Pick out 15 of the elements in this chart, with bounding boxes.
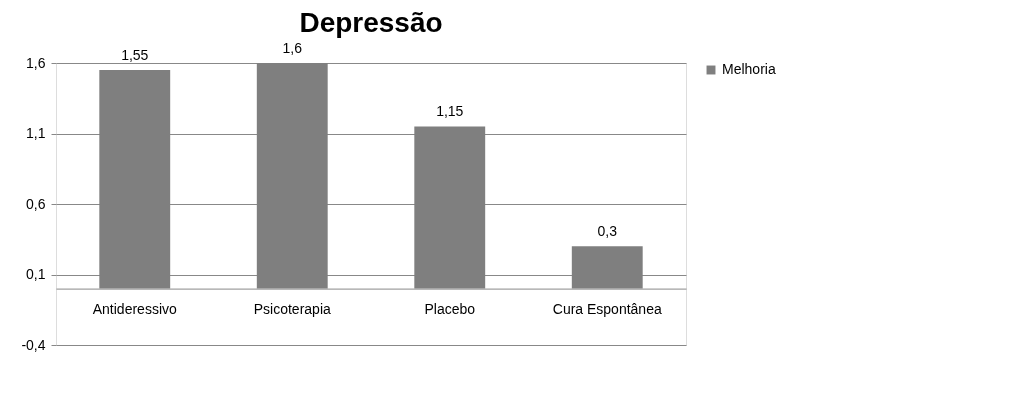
chart-title: Depressão: [299, 7, 443, 38]
data-label: 1,15: [436, 103, 464, 120]
y-tick-label: 0,6: [26, 195, 46, 212]
data-label: 0,3: [597, 223, 618, 240]
x-tick-label: Antideressivo: [92, 301, 177, 318]
x-tick-label: Cura Espontânea: [552, 301, 662, 318]
y-tick-label: 0,1: [26, 266, 46, 282]
data-label: 1,55: [121, 47, 149, 64]
y-tick-label: -0,4: [21, 336, 46, 353]
y-tick-label: 1,6: [26, 54, 46, 71]
x-tick-label: Placebo: [424, 301, 476, 318]
legend-label: Melhoria: [722, 61, 776, 77]
y-tick-label: 1,1: [26, 125, 46, 141]
data-label: 1,6: [282, 40, 303, 56]
x-tick-label: Psicoterapia: [253, 301, 331, 318]
